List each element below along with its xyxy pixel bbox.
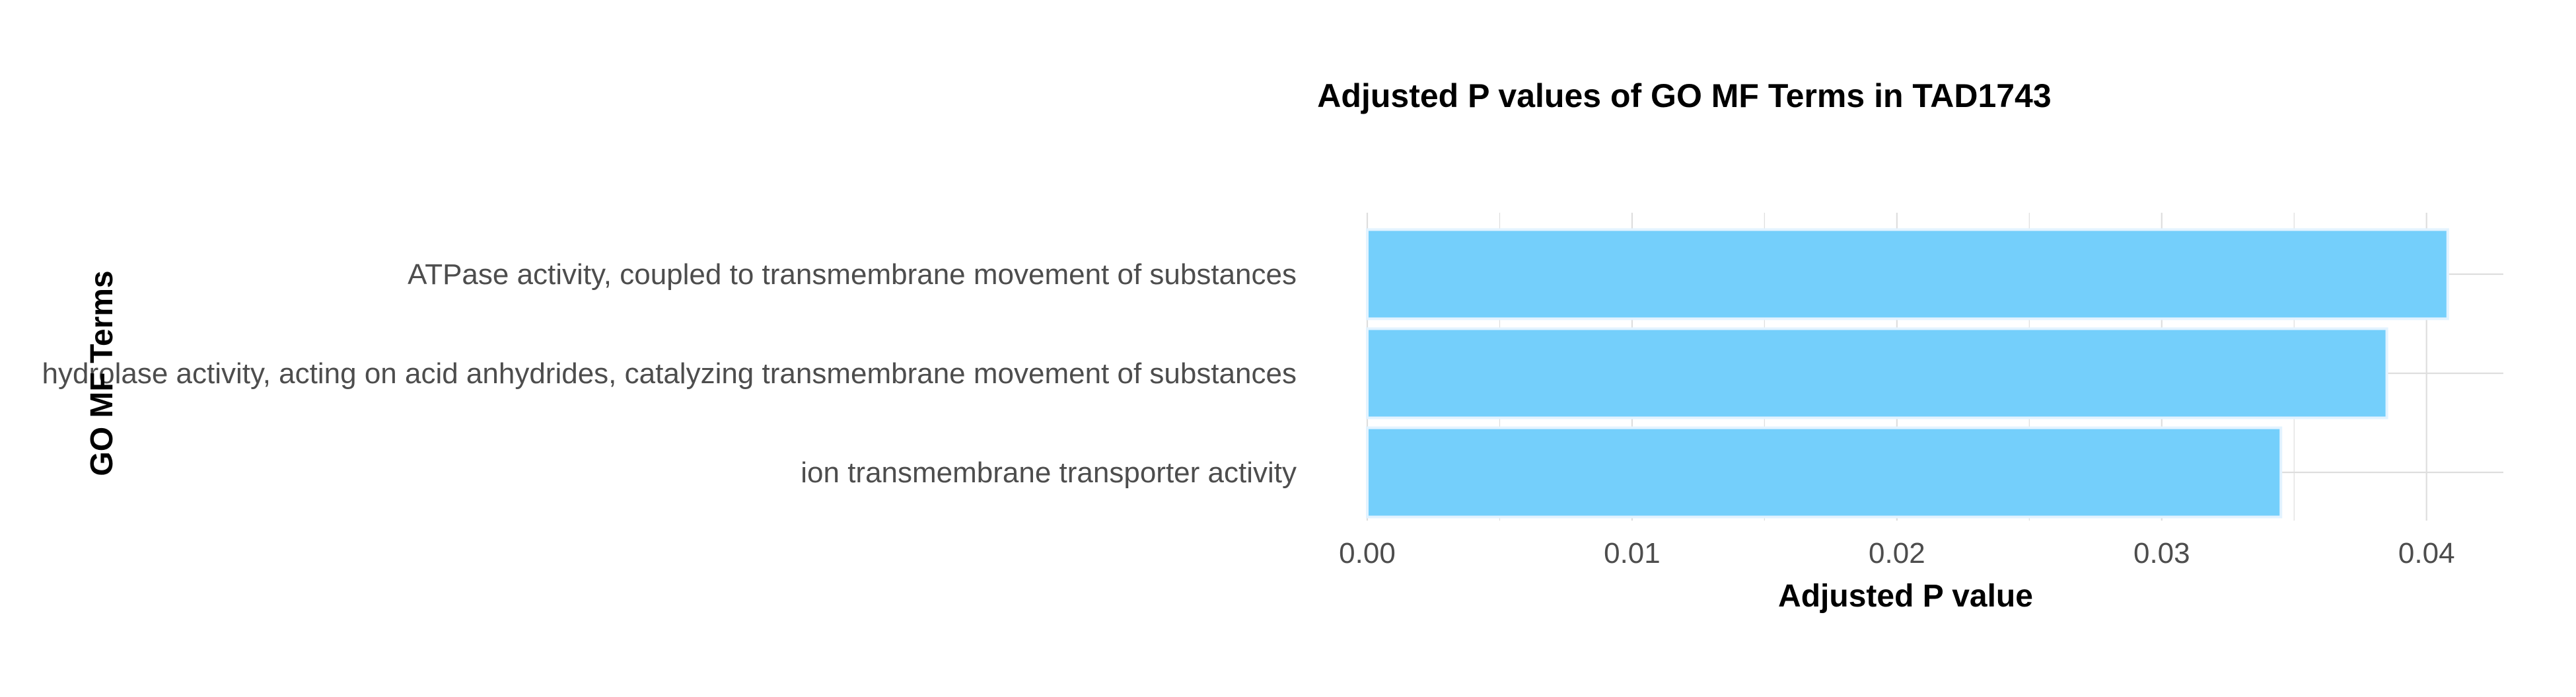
y-tick-label: hydrolase activity, acting on acid anhyd… — [42, 357, 1297, 390]
bar — [1366, 228, 2449, 320]
x-tick-label: 0.00 — [1339, 537, 1396, 569]
bar — [1366, 426, 2283, 519]
x-tick-label: 0.03 — [2133, 537, 2190, 569]
x-axis-label: Adjusted P value — [1778, 579, 2033, 614]
x-tick-label: 0.04 — [2398, 537, 2455, 569]
y-tick-label: ion transmembrane transporter activity — [801, 457, 1297, 489]
y-axis-label: GO MF Terms — [85, 270, 120, 476]
label-layer: ATPase activity, coupled to transmembran… — [42, 258, 2455, 569]
x-tick-label: 0.01 — [1604, 537, 1661, 569]
bar-layer — [1366, 228, 2449, 519]
bar — [1366, 327, 2388, 420]
x-tick-label: 0.02 — [1869, 537, 1925, 569]
chart-title: Adjusted P values of GO MF Terms in TAD1… — [1317, 77, 2051, 114]
y-tick-label: ATPase activity, coupled to transmembran… — [408, 258, 1297, 291]
